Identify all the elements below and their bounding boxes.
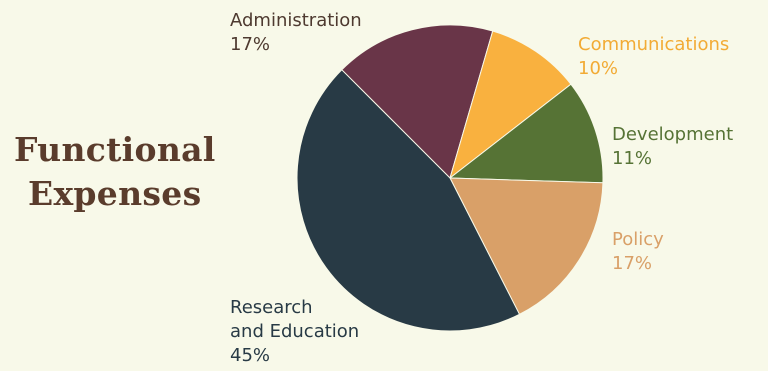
label-research-education: Research and Education 45% [230, 296, 359, 368]
label-communications-name: Communications [578, 34, 730, 55]
label-research-value: 45% [230, 345, 271, 366]
label-administration: Administration 17% [230, 9, 362, 57]
pie-slice-research-and-education [296, 69, 521, 332]
pie-slices [296, 24, 604, 332]
label-development: Development 11% [612, 123, 733, 171]
chart-title: Functional Expenses [14, 128, 216, 216]
label-communications-value: 10% [578, 58, 619, 79]
pie-slice-communications [449, 30, 572, 180]
label-communications: Communications 10% [578, 33, 729, 81]
label-development-value: 11% [612, 148, 653, 169]
chart-title-line-1: Functional [14, 130, 216, 169]
label-policy: Policy 17% [612, 228, 664, 276]
label-policy-value: 17% [612, 253, 653, 274]
chart-title-line-2: Expenses [28, 174, 202, 213]
label-research-name-2: and Education [230, 321, 360, 342]
label-policy-name: Policy [612, 229, 664, 250]
pie-slice-development [448, 83, 604, 184]
pie-slice-administration [341, 24, 494, 179]
label-administration-name: Administration [230, 10, 362, 31]
pie-slice-policy [449, 177, 604, 315]
label-administration-value: 17% [230, 34, 271, 55]
label-development-name: Development [612, 124, 734, 145]
label-research-name-1: Research [230, 297, 313, 318]
